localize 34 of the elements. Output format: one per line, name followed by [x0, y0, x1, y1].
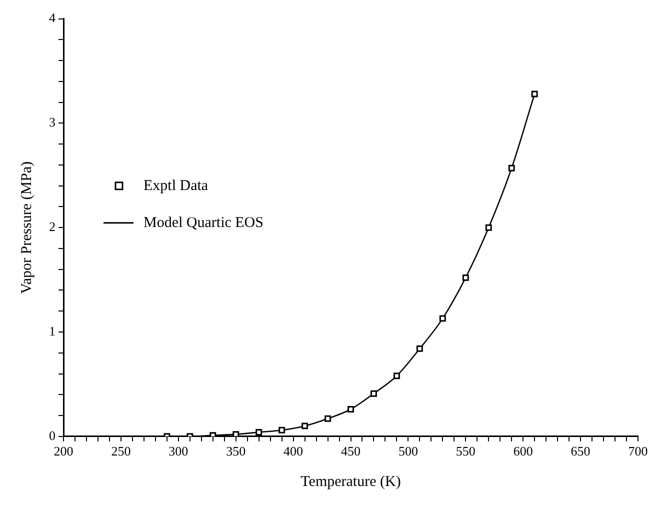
point	[416, 345, 423, 352]
point	[256, 429, 262, 436]
point	[485, 224, 492, 231]
point	[278, 426, 286, 434]
y-tick-label: 0	[49, 428, 56, 443]
point	[508, 164, 515, 172]
point	[531, 90, 538, 98]
y-tick-label: 1	[49, 323, 56, 338]
legend-label: Exptl Data	[144, 178, 208, 194]
point	[232, 431, 240, 436]
x-tick-label: 550	[456, 444, 476, 459]
y-axis-title: Vapor Pressure (MPa)	[18, 161, 35, 294]
x-axis-title: Temperature (K)	[300, 474, 401, 490]
point	[462, 274, 469, 281]
x-tick-label: 450	[341, 444, 360, 459]
point	[439, 315, 446, 322]
x-tick-label: 700	[628, 444, 648, 459]
y-tick-label: 4	[49, 10, 56, 26]
point	[324, 415, 331, 422]
x-tick-label: 200	[54, 444, 74, 459]
point	[370, 390, 377, 397]
point	[393, 372, 400, 380]
x-tick-label: 500	[398, 444, 418, 459]
y-tick-label: 3	[49, 114, 56, 130]
x-tick-label: 650	[570, 444, 590, 459]
x-tick-label: 600	[513, 444, 533, 459]
point	[302, 422, 308, 430]
y-tick-label: 2	[49, 219, 56, 234]
x-tick-label: 300	[168, 444, 188, 459]
x-tick-label: 400	[284, 444, 304, 459]
x-tick-label: 350	[226, 444, 246, 459]
legend-label: Model Quartic EOS	[144, 214, 264, 231]
point	[348, 406, 354, 412]
x-tick-label: 250	[111, 444, 131, 459]
